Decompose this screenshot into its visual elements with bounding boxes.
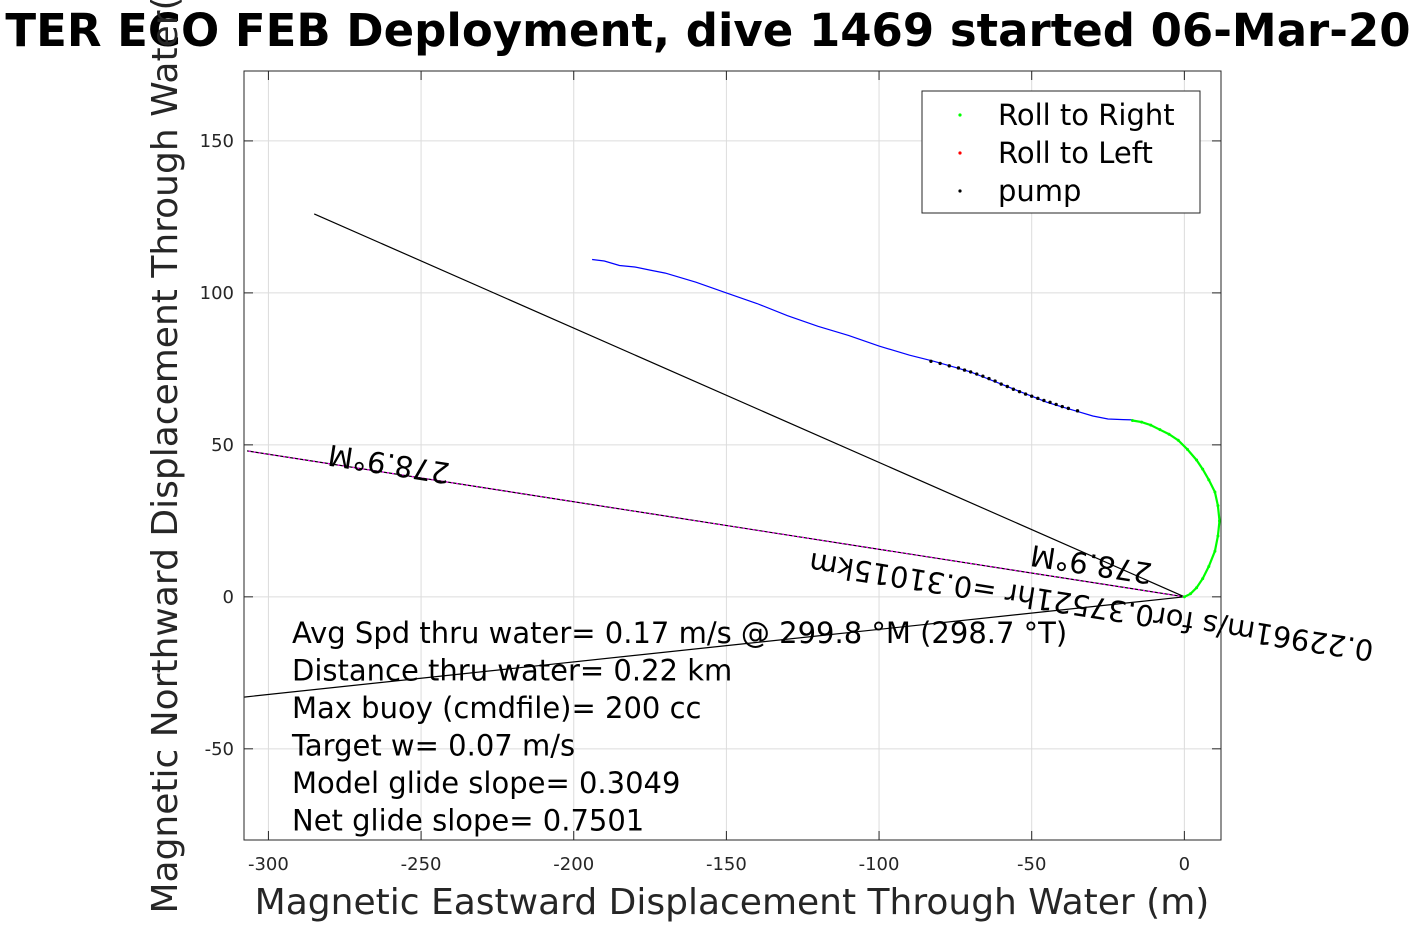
roll-right-point: [1201, 467, 1205, 471]
pump-point: [993, 379, 997, 383]
pump-point: [1017, 389, 1022, 394]
x-tick-label: -250: [401, 854, 442, 875]
x-tick-label: 0: [1179, 854, 1190, 875]
roll-right-point: [1213, 490, 1217, 494]
roll-right-point: [1167, 432, 1171, 436]
pump-point: [1060, 404, 1064, 409]
roll-right-point: [1207, 564, 1211, 568]
roll-right-point: [1201, 577, 1205, 581]
x-axis-label: Magnetic Eastward Displacement Through W…: [255, 882, 1210, 923]
y-axis-label: Magnetic Northward Displacement Through …: [145, 0, 186, 914]
roll-right-point: [1158, 428, 1162, 432]
grid-layer: [244, 71, 1221, 840]
pump-point: [962, 368, 967, 372]
pump-point: [1005, 384, 1009, 389]
data-layer: [243, 213, 1221, 698]
annotation-line: Distance thru water= 0.22 km: [292, 654, 732, 688]
pump-point: [1023, 392, 1028, 396]
roll-right-point: [1176, 438, 1180, 442]
x-tick-label: -50: [1017, 854, 1046, 875]
roll-right-point: [1130, 419, 1134, 423]
y-tick-label: 50: [211, 435, 234, 456]
roll-right-point: [1195, 458, 1199, 462]
roll-right-point: [1217, 519, 1221, 523]
legend: Roll to Right Roll to Left pump: [921, 90, 1201, 214]
pump-point: [975, 372, 979, 376]
pump-point: [1054, 402, 1058, 407]
y-tick-label: 150: [200, 131, 234, 152]
roll-right-point: [1216, 534, 1220, 538]
legend-label-roll-left: Roll to Left: [998, 136, 1153, 170]
legend-label-pump: pump: [998, 174, 1081, 208]
x-tick-label: -200: [553, 854, 594, 875]
pump-point: [1042, 398, 1046, 403]
legend-marker-pump: [958, 189, 962, 193]
y-tick-label: 100: [200, 283, 234, 304]
pump-point: [1030, 394, 1034, 398]
pump-point: [968, 370, 973, 374]
roll-right-point: [1195, 586, 1199, 590]
pump-point: [947, 364, 951, 368]
pump-point: [1066, 406, 1071, 411]
reference-line: [313, 213, 1185, 598]
pump-point: [1075, 409, 1080, 413]
roll-right-point: [1207, 478, 1211, 482]
legend-marker-roll-left: [958, 151, 962, 155]
chart-title: TER ECO FEB Deployment, dive 1469 starte…: [5, 4, 1410, 57]
legend-label-roll-right: Roll to Right: [998, 98, 1175, 132]
legend-marker-roll-right: [958, 113, 962, 117]
plot-frame: [243, 70, 1222, 841]
roll-right-point: [1182, 595, 1186, 599]
roll-right-line: [1132, 419, 1221, 598]
tick-layer: -300 -250 -200 -150 -100 -50 0 -50 0 50 100 150: [200, 71, 1221, 875]
pump-point: [1011, 387, 1016, 391]
roll-right-point: [1188, 592, 1192, 596]
annotation-layer: Avg Spd thru water= 0.17 m/s @ 299.8 °M …: [291, 616, 1067, 838]
annotation-line: Max buoy (cmdfile)= 200 cc: [292, 691, 701, 725]
x-tick-label: -300: [248, 854, 289, 875]
heading-line-dashed: [247, 450, 1185, 598]
pump-point: [1048, 400, 1052, 405]
pump-point: [999, 382, 1003, 386]
annotation-line: Net glide slope= 0.7501: [292, 804, 644, 838]
roll-right-point: [1185, 447, 1189, 451]
roll-right-point: [1149, 423, 1153, 427]
y-tick-label: -50: [205, 739, 234, 760]
pump-point: [929, 359, 933, 363]
y-tick-label: 0: [223, 587, 234, 608]
pump-point: [987, 376, 991, 381]
annotation-line: Model glide slope= 0.3049: [292, 766, 680, 800]
annotation-line: Target w= 0.07 m/s: [291, 729, 575, 763]
pump-point: [956, 366, 961, 370]
pump-point: [981, 374, 985, 378]
pump-point: [938, 361, 942, 366]
legend-box: [921, 90, 1201, 214]
x-tick-label: -150: [706, 854, 747, 875]
reference-line: [243, 596, 1185, 698]
pump-point: [1036, 396, 1040, 401]
roll-right-point: [1140, 420, 1144, 424]
x-tick-label: -100: [859, 854, 900, 875]
annotation-line: Avg Spd thru water= 0.17 m/s @ 299.8 °M …: [292, 616, 1067, 650]
roll-right-point: [1216, 504, 1220, 508]
roll-right-point: [1213, 549, 1217, 553]
